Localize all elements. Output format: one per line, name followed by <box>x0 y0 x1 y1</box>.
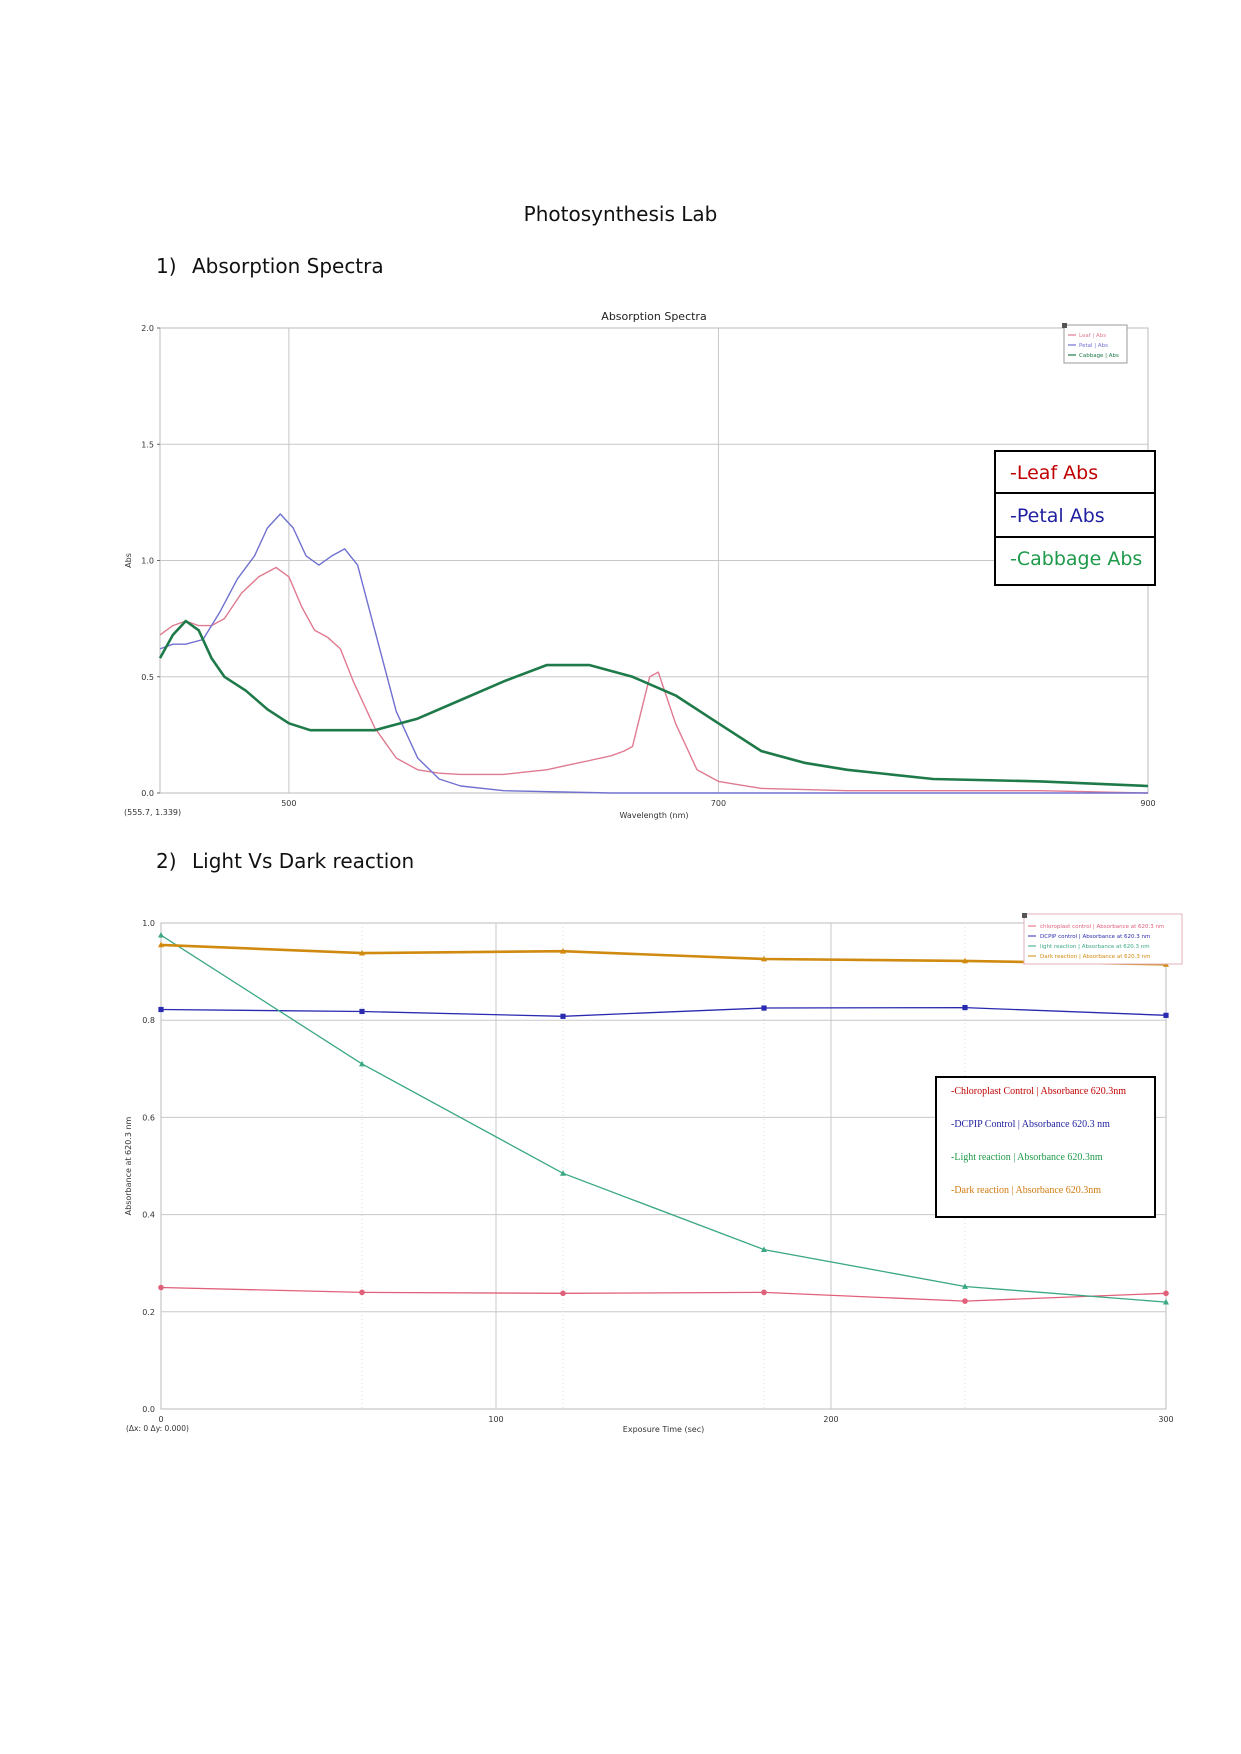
x-tick-label: 100 <box>488 1415 503 1424</box>
data-point <box>761 1289 767 1296</box>
y-tick-label: 0.2 <box>142 1308 155 1317</box>
chart-title: Absorption Spectra <box>601 310 706 323</box>
overlay-legend-label: -Light reaction | Absorbance 620.3nm <box>951 1152 1103 1163</box>
x-axis-label: Exposure Time (sec) <box>623 1425 704 1434</box>
section-number: 2) <box>156 849 177 873</box>
legend-entry: Petal | Abs <box>1079 343 1108 349</box>
series-line-1 <box>160 1286 1167 1302</box>
series-line-3 <box>158 619 1149 788</box>
coordinate-readout: (Δx: 0 Δy: 0.000) <box>126 1424 189 1433</box>
series-line-4 <box>160 943 1167 966</box>
overlay-legend-entry: -Chloroplast Control | Absorbance 620.3n… <box>951 1086 1126 1097</box>
data-point <box>962 1283 968 1289</box>
x-tick-label: 200 <box>823 1415 838 1424</box>
data-point <box>359 1060 365 1067</box>
overlay-legend-entry: -Leaf Abs <box>996 452 1154 494</box>
y-tick-label: 1.0 <box>142 919 155 928</box>
y-tick-label: 0.0 <box>142 1405 155 1414</box>
series-line-1 <box>159 566 1149 794</box>
y-tick-label: 0.8 <box>142 1016 155 1025</box>
x-tick-label: 900 <box>1140 799 1155 808</box>
data-point <box>1163 961 1169 967</box>
overlay-legend-entry: -DCPIP Control | Absorbance 620.3 nm <box>951 1119 1110 1130</box>
section-number: 1) <box>156 254 177 278</box>
coordinate-readout: (555.7, 1.339) <box>124 808 181 817</box>
x-tick-label: 500 <box>281 799 296 808</box>
data-point <box>560 1013 566 1019</box>
overlay-legend-label: -Leaf Abs <box>1010 462 1099 484</box>
series-line-2 <box>160 1006 1167 1017</box>
data-point <box>560 1170 566 1176</box>
data-point <box>962 1298 968 1304</box>
data-point <box>158 931 164 938</box>
data-point <box>761 955 767 962</box>
overlay-legend-entry: -Petal Abs <box>996 494 1154 538</box>
overlay-legend-entry: -Dark reaction | Absorbance 620.3nm <box>951 1185 1101 1196</box>
data-point <box>359 949 365 956</box>
data-point <box>761 1005 767 1011</box>
overlay-legend-label: -DCPIP Control | Absorbance 620.3 nm <box>951 1119 1110 1130</box>
section-heading-absorption: 1) Absorption Spectra <box>156 254 384 278</box>
data-point <box>560 1290 566 1297</box>
x-tick-label: 0 <box>158 1415 163 1424</box>
legend-entry: Leaf | Abs <box>1079 333 1106 339</box>
y-axis-label: Absorbance at 620.3 nm <box>124 1116 133 1215</box>
data-point <box>158 1284 164 1291</box>
y-tick-label: 1.0 <box>141 557 154 566</box>
page-title: Photosynthesis Lab <box>523 202 718 226</box>
y-tick-label: 0.5 <box>141 673 154 682</box>
overlay-legend-label: -Chloroplast Control | Absorbance 620.3n… <box>951 1086 1127 1097</box>
overlay-legend-label: -Petal Abs <box>1010 505 1105 527</box>
overlay-legend-entry: -Cabbage Abs <box>996 538 1154 580</box>
x-tick-label: 300 <box>1158 1415 1173 1424</box>
y-tick-label: 0.0 <box>141 789 154 798</box>
data-point <box>761 1246 767 1252</box>
data-point <box>1163 1012 1169 1018</box>
data-point <box>962 957 968 964</box>
y-tick-label: 0.4 <box>142 1211 155 1220</box>
x-tick-label: 700 <box>711 799 726 808</box>
legend-entry: Cabbage | Abs <box>1079 353 1119 359</box>
data-point <box>962 1004 968 1011</box>
data-point <box>158 941 164 948</box>
y-tick-label: 1.5 <box>141 440 154 449</box>
section-label: Absorption Spectra <box>192 254 384 278</box>
data-point <box>1163 1290 1169 1297</box>
y-tick-label: 2.0 <box>141 324 154 333</box>
chart-legend <box>1063 324 1128 364</box>
y-axis-label: Abs <box>124 553 133 568</box>
chart-legend <box>1023 913 1183 965</box>
y-tick-label: 0.6 <box>142 1113 155 1122</box>
absorption-overlay-legend: -Leaf Abs -Petal Abs -Cabbage Abs <box>994 450 1156 586</box>
section-label: Light Vs Dark reaction <box>192 849 415 873</box>
legend-entry: chloroplast control | Absorbance at 620.… <box>1040 924 1164 930</box>
data-point <box>560 947 566 954</box>
legend-handle-icon <box>1062 323 1067 328</box>
reaction-overlay-legend: -Chloroplast Control | Absorbance 620.3n… <box>935 1076 1156 1218</box>
section-heading-light-dark: 2) Light Vs Dark reaction <box>156 849 414 873</box>
overlay-legend-label: -Dark reaction | Absorbance 620.3nm <box>951 1185 1102 1196</box>
data-point <box>359 1008 365 1015</box>
x-axis-label: Wavelength (nm) <box>619 811 688 820</box>
legend-entry: light reaction | Absorbance at 620.3 nm <box>1040 944 1150 950</box>
legend-entry: DCPIP control | Absorbance at 620.3 nm <box>1040 934 1150 940</box>
overlay-legend-entry: -Light reaction | Absorbance 620.3nm <box>951 1152 1103 1163</box>
overlay-legend-label: -Cabbage Abs <box>1010 548 1143 570</box>
legend-entry: Dark reaction | Absorbance at 620.3 nm <box>1040 954 1150 960</box>
data-point <box>158 1006 164 1013</box>
data-point <box>359 1289 365 1296</box>
legend-handle-icon <box>1022 913 1027 918</box>
data-point <box>1163 1298 1169 1305</box>
